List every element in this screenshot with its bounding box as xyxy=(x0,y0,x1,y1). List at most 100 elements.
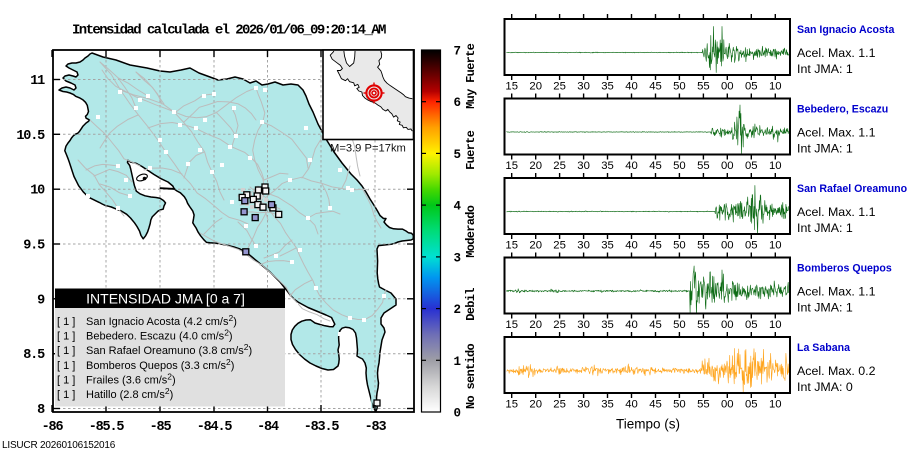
svg-text:45: 45 xyxy=(649,160,662,172)
svg-text:00: 00 xyxy=(721,319,734,331)
svg-text:M=3.9 P=17km: M=3.9 P=17km xyxy=(330,143,406,155)
svg-text:20: 20 xyxy=(529,81,542,93)
svg-text:[ 1 ]: [ 1 ] xyxy=(57,389,75,401)
svg-text:7: 7 xyxy=(454,45,461,59)
svg-text:10: 10 xyxy=(30,184,45,199)
svg-text:[ 1 ]: [ 1 ] xyxy=(57,316,75,328)
svg-text:Int JMA: 1: Int JMA: 1 xyxy=(797,62,853,76)
svg-text:55: 55 xyxy=(697,160,710,172)
svg-text:50: 50 xyxy=(673,319,686,331)
svg-text:-84: -84 xyxy=(257,420,279,435)
svg-text:55: 55 xyxy=(697,399,710,411)
svg-text:Fuerte: Fuerte xyxy=(464,130,478,170)
svg-text:Int JMA: 1: Int JMA: 1 xyxy=(797,301,853,315)
svg-text:35: 35 xyxy=(601,160,614,172)
svg-text:San Ignacio Acosta (4.2 cm/s2): San Ignacio Acosta (4.2 cm/s2) xyxy=(86,313,237,328)
svg-text:25: 25 xyxy=(553,399,566,411)
svg-text:6: 6 xyxy=(454,96,461,110)
svg-text:15: 15 xyxy=(505,399,518,411)
svg-text:-83: -83 xyxy=(365,420,387,435)
svg-text:10: 10 xyxy=(769,319,782,331)
svg-text:40: 40 xyxy=(625,399,638,411)
svg-text:San Rafael Oreamuno: San Rafael Oreamuno xyxy=(797,183,908,195)
svg-text:La Sabana: La Sabana xyxy=(797,342,850,354)
svg-text:11: 11 xyxy=(30,74,45,89)
svg-text:Moderado: Moderado xyxy=(464,205,478,258)
svg-text:San Rafael Oreamuno (3.8 cm/s2: San Rafael Oreamuno (3.8 cm/s2) xyxy=(86,342,252,357)
svg-text:-86: -86 xyxy=(42,420,64,435)
svg-text:00: 00 xyxy=(721,399,734,411)
svg-text:30: 30 xyxy=(577,240,590,252)
svg-text:Acel. Max. 1.1: Acel. Max. 1.1 xyxy=(797,205,876,219)
svg-text:25: 25 xyxy=(553,81,566,93)
svg-text:25: 25 xyxy=(553,160,566,172)
svg-text:35: 35 xyxy=(601,399,614,411)
svg-text:20: 20 xyxy=(529,160,542,172)
svg-text:20: 20 xyxy=(529,399,542,411)
svg-text:-85: -85 xyxy=(150,420,172,435)
svg-text:5: 5 xyxy=(454,148,461,162)
svg-text:LISUCR 20260106152016: LISUCR 20260106152016 xyxy=(2,440,116,451)
svg-text:Int JMA: 1: Int JMA: 1 xyxy=(797,142,853,156)
svg-text:Frailes (3.6 cm/s2): Frailes (3.6 cm/s2) xyxy=(86,371,176,386)
svg-text:Debil: Debil xyxy=(464,288,478,321)
svg-text:Int JMA: 0: Int JMA: 0 xyxy=(797,380,853,394)
svg-text:[ 1 ]: [ 1 ] xyxy=(57,360,75,372)
svg-text:00: 00 xyxy=(721,240,734,252)
svg-text:30: 30 xyxy=(577,319,590,331)
svg-text:10: 10 xyxy=(769,81,782,93)
svg-text:40: 40 xyxy=(625,319,638,331)
svg-text:15: 15 xyxy=(505,319,518,331)
svg-text:45: 45 xyxy=(649,81,662,93)
svg-text:55: 55 xyxy=(697,319,710,331)
svg-text:40: 40 xyxy=(625,160,638,172)
svg-text:05: 05 xyxy=(745,399,758,411)
svg-text:15: 15 xyxy=(505,160,518,172)
svg-text:Bebedero, Escazu: Bebedero, Escazu xyxy=(797,104,888,116)
svg-text:0: 0 xyxy=(454,407,461,421)
svg-text:05: 05 xyxy=(745,81,758,93)
svg-text:05: 05 xyxy=(745,240,758,252)
svg-text:[ 1 ]: [ 1 ] xyxy=(57,345,75,357)
svg-text:25: 25 xyxy=(553,240,566,252)
svg-text:Acel. Max. 1.1: Acel. Max. 1.1 xyxy=(797,285,876,299)
svg-text:10: 10 xyxy=(769,160,782,172)
svg-text:10: 10 xyxy=(769,240,782,252)
svg-text:Acel. Max. 1.1: Acel. Max. 1.1 xyxy=(797,126,876,140)
svg-text:50: 50 xyxy=(673,240,686,252)
svg-text:35: 35 xyxy=(601,81,614,93)
svg-text:50: 50 xyxy=(673,160,686,172)
svg-text:Intensidad calculada el 2026/0: Intensidad calculada el 2026/01/06_09:20… xyxy=(72,23,386,39)
svg-text:8.5: 8.5 xyxy=(23,348,45,363)
svg-text:00: 00 xyxy=(721,81,734,93)
svg-text:[ 1 ]: [ 1 ] xyxy=(57,331,75,343)
svg-text:1: 1 xyxy=(454,355,461,369)
svg-text:15: 15 xyxy=(505,240,518,252)
svg-text:45: 45 xyxy=(649,240,662,252)
svg-text:3: 3 xyxy=(454,251,461,265)
svg-text:45: 45 xyxy=(649,399,662,411)
svg-text:45: 45 xyxy=(649,319,662,331)
svg-text:20: 20 xyxy=(529,240,542,252)
svg-text:40: 40 xyxy=(625,240,638,252)
svg-text:9: 9 xyxy=(37,293,45,308)
svg-text:10.5: 10.5 xyxy=(16,129,45,144)
svg-text:Acel. Max. 1.1: Acel. Max. 1.1 xyxy=(797,46,876,60)
svg-text:50: 50 xyxy=(673,399,686,411)
svg-text:05: 05 xyxy=(745,160,758,172)
svg-text:30: 30 xyxy=(577,160,590,172)
svg-text:8: 8 xyxy=(37,403,45,418)
svg-text:Muy Fuerte: Muy Fuerte xyxy=(464,43,478,109)
svg-text:INTENSIDAD JMA [0 a 7]: INTENSIDAD JMA [0 a 7] xyxy=(86,291,245,307)
svg-text:[ 1 ]: [ 1 ] xyxy=(57,374,75,386)
svg-text:05: 05 xyxy=(745,319,758,331)
svg-text:Bebedero. Escazu (4.0 cm/s2): Bebedero. Escazu (4.0 cm/s2) xyxy=(86,328,233,343)
svg-text:2: 2 xyxy=(454,303,461,317)
svg-text:25: 25 xyxy=(553,319,566,331)
svg-text:30: 30 xyxy=(577,399,590,411)
svg-text:35: 35 xyxy=(601,240,614,252)
svg-text:Bomberos Quepos: Bomberos Quepos xyxy=(797,263,892,275)
svg-text:10: 10 xyxy=(769,399,782,411)
svg-text:-85.5: -85.5 xyxy=(89,420,125,435)
svg-text:9.5: 9.5 xyxy=(23,239,45,254)
